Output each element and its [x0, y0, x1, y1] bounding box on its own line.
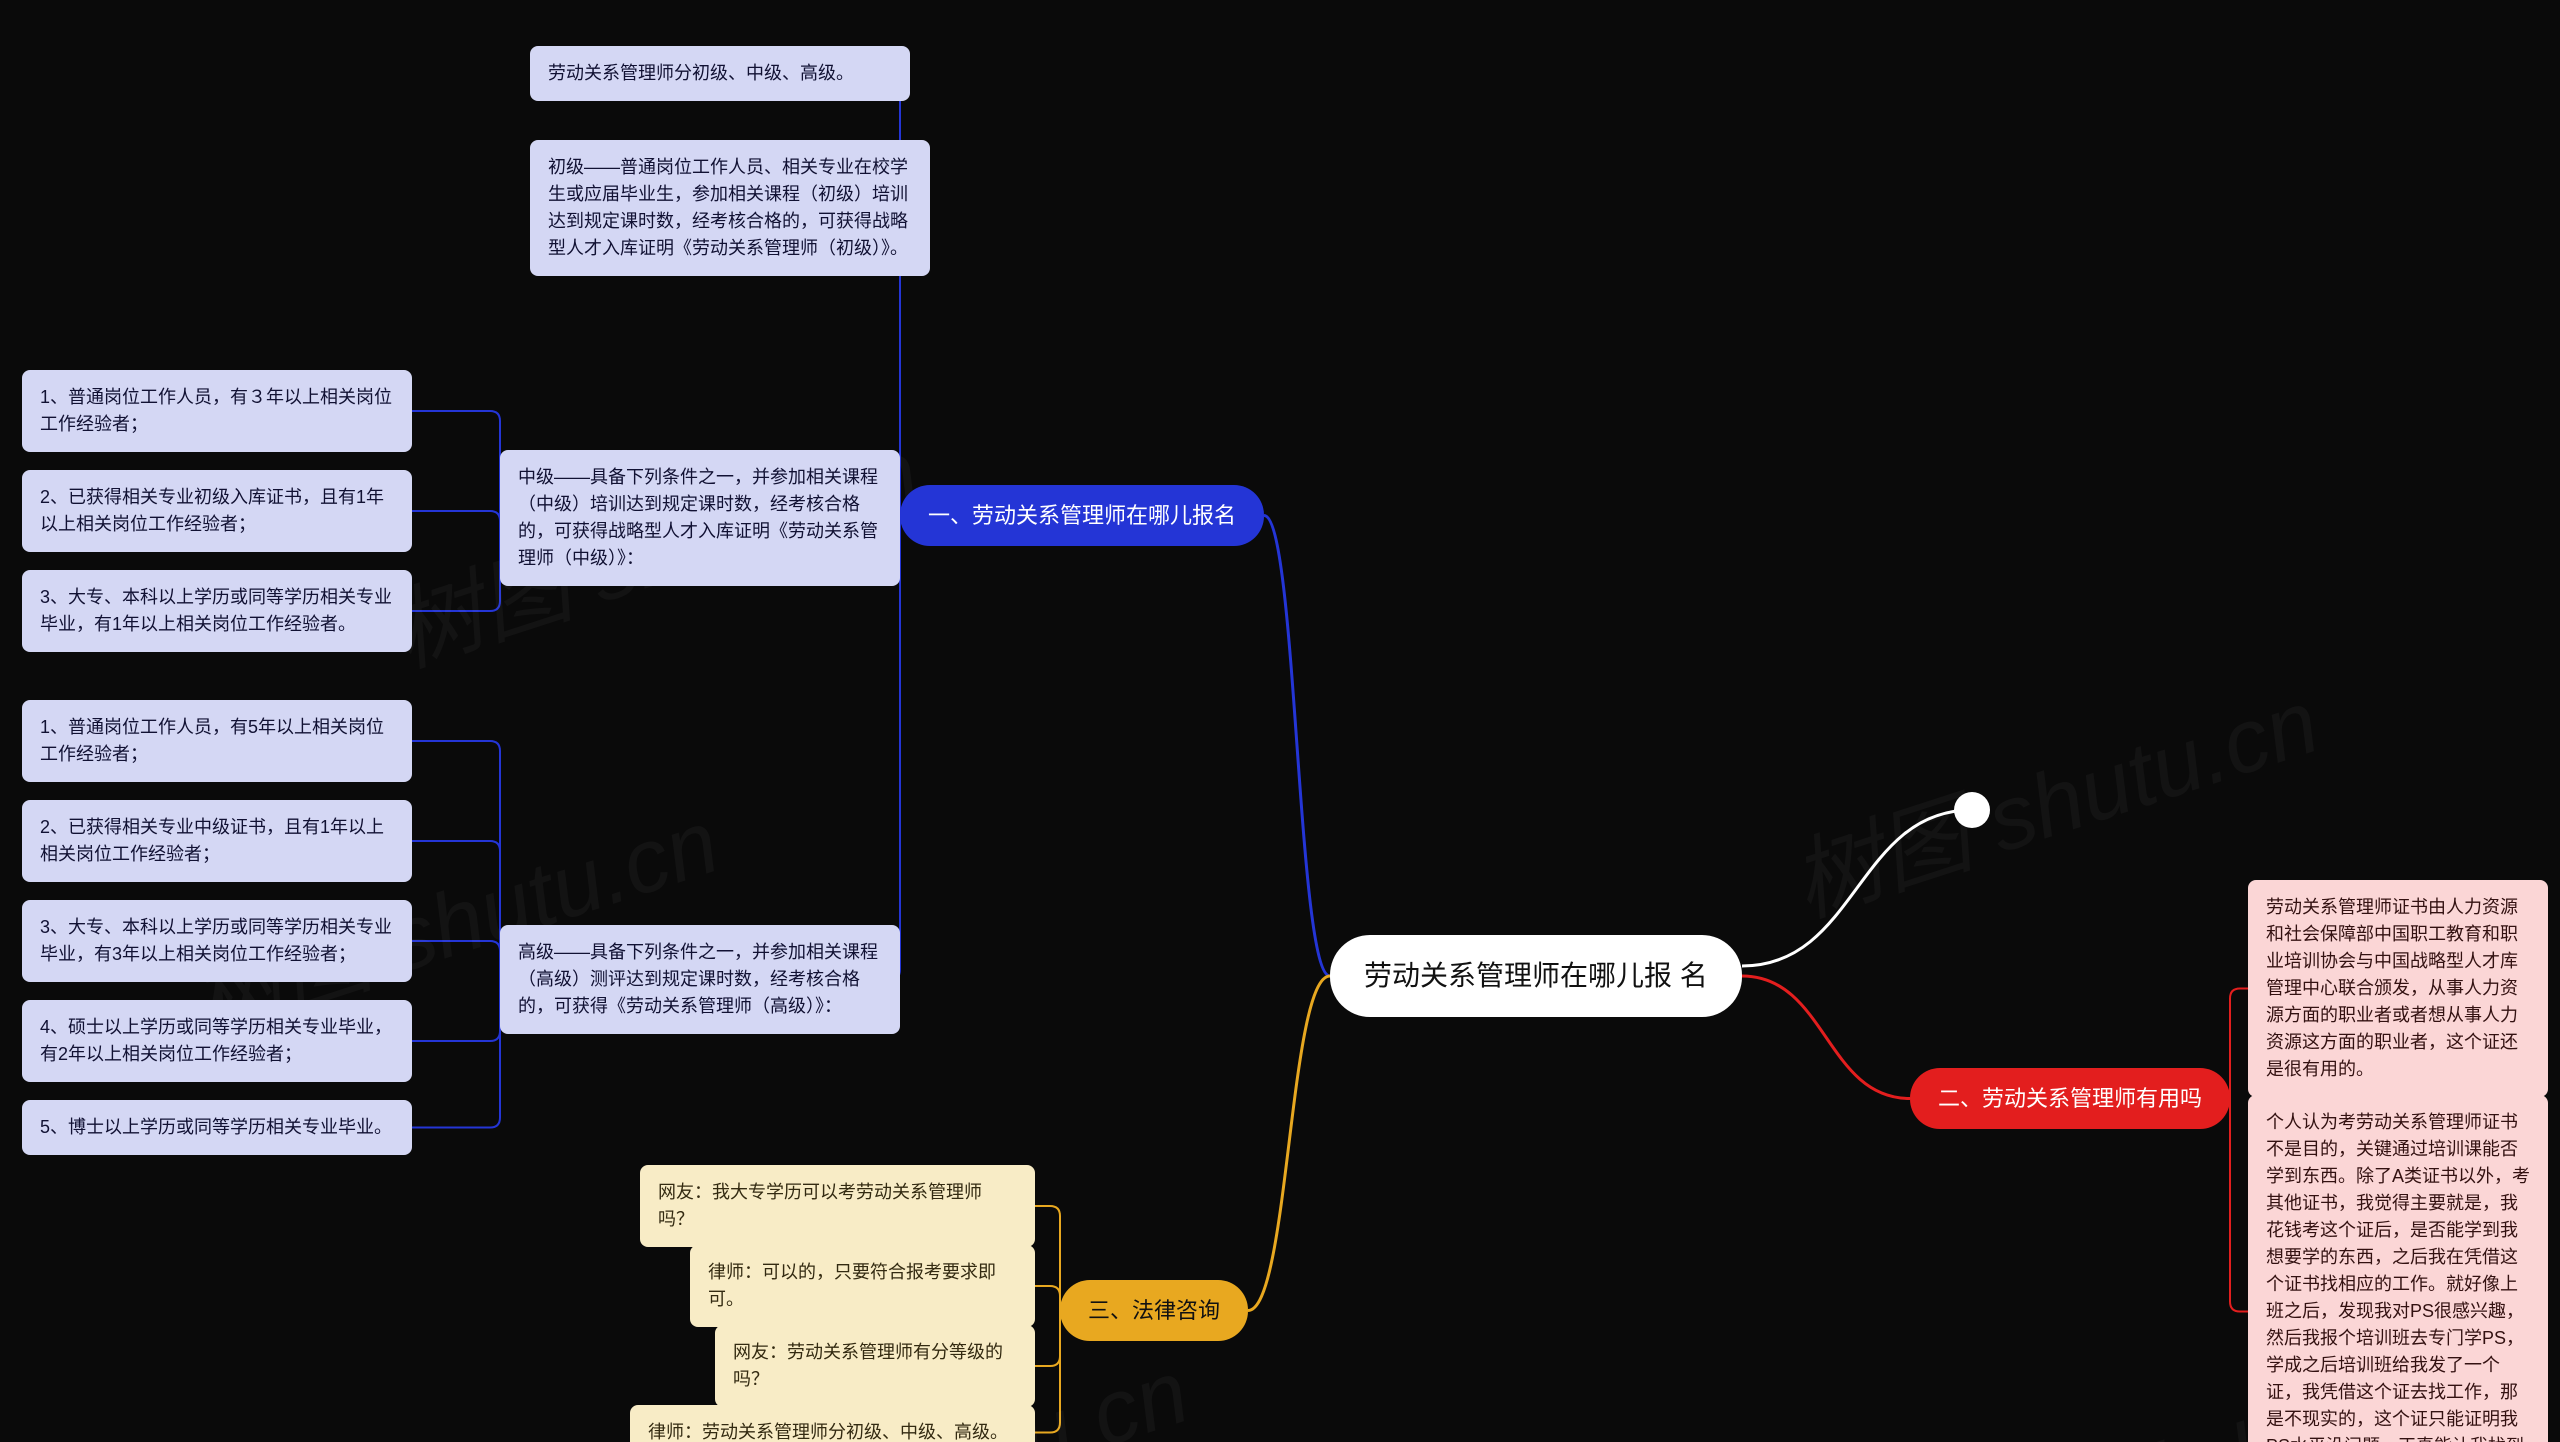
- leaf small-node: 3、大专、本科以上学历或同等学历相关专业毕业，有3年以上相关岗位工作经验者；: [22, 900, 412, 982]
- branch-node: 三、法律咨询: [1060, 1280, 1248, 1341]
- leaf small-node: 1、普通岗位工作人员，有３年以上相关岗位工作经验者；: [22, 370, 412, 452]
- leaf small-node: 高级——具备下列条件之一，并参加相关课程（高级）测评达到规定课时数，经考核合格的…: [500, 925, 900, 1034]
- leaf small-node: 律师：劳动关系管理师分初级、中级、高级。: [630, 1405, 1035, 1442]
- leaf small-node: 中级——具备下列条件之一，并参加相关课程（中级）培训达到规定课时数，经考核合格的…: [500, 450, 900, 586]
- leaf small-node: 5、博士以上学历或同等学历相关专业毕业。: [22, 1100, 412, 1155]
- leaf small-node: 网友：我大专学历可以考劳动关系管理师吗？: [640, 1165, 1035, 1247]
- leaf small-node: 劳动关系管理师分初级、中级、高级。: [530, 46, 910, 101]
- root-node: 劳动关系管理师在哪儿报 名: [1330, 935, 1742, 1017]
- leaf small-node: 4、硕士以上学历或同等学历相关专业毕业，有2年以上相关岗位工作经验者；: [22, 1000, 412, 1082]
- leaf small-node: 1、普通岗位工作人员，有5年以上相关岗位工作经验者；: [22, 700, 412, 782]
- leaf small-node: 2、已获得相关专业初级入库证书，且有1年以上相关岗位工作经验者；: [22, 470, 412, 552]
- branch-node: 二、劳动关系管理师有用吗: [1910, 1068, 2230, 1129]
- branch-node: 一、劳动关系管理师在哪儿报名: [900, 485, 1264, 546]
- decorative-dot: [1954, 792, 1990, 828]
- leaf small-node: 初级——普通岗位工作人员、相关专业在校学生或应届毕业生，参加相关课程（初级）培训…: [530, 140, 930, 276]
- leaf small-node: 律师：可以的，只要符合报考要求即可。: [690, 1245, 1035, 1327]
- leaf small-node: 2、已获得相关专业中级证书，且有1年以上相关岗位工作经验者；: [22, 800, 412, 882]
- leaf small-node: 网友：劳动关系管理师有分等级的吗？: [715, 1325, 1035, 1407]
- leaf small-node: 3、大专、本科以上学历或同等学历相关专业毕业，有1年以上相关岗位工作经验者。: [22, 570, 412, 652]
- leaf small-node: 劳动关系管理师证书由人力资源和社会保障部中国职工教育和职业培训协会与中国战略型人…: [2248, 880, 2548, 1097]
- leaf small-node: 个人认为考劳动关系管理师证书不是目的，关键通过培训课能否学到东西。除了A类证书以…: [2248, 1095, 2548, 1442]
